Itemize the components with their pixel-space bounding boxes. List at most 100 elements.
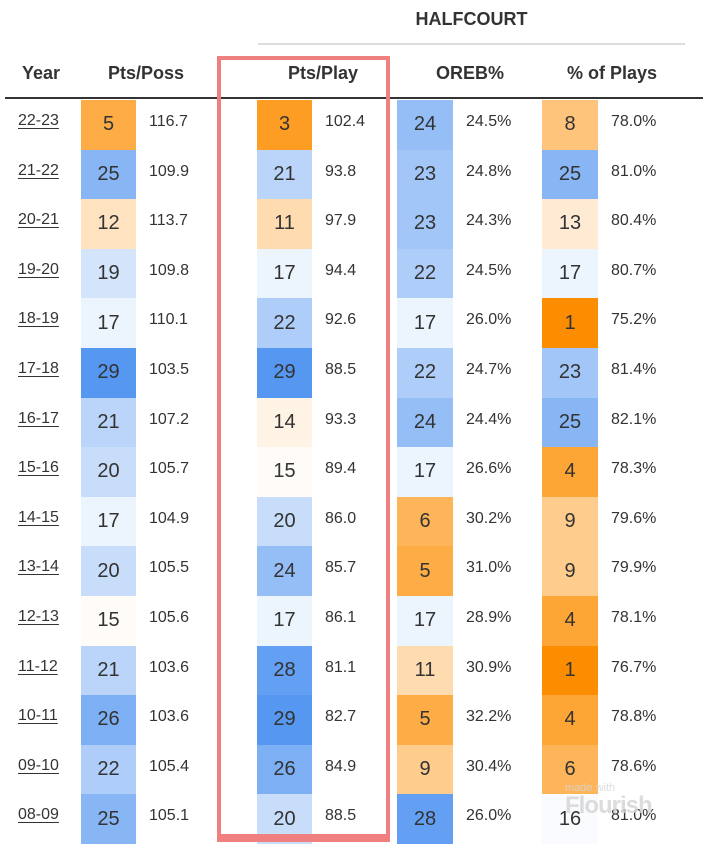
pct-plays-rank-cell: 4: [542, 447, 598, 497]
pts-play-rank-cell: 22: [257, 298, 312, 348]
pts-play-rank-cell: 21: [257, 149, 312, 200]
oreb-value: 24.8%: [466, 162, 512, 180]
oreb-rank-cell: 28: [397, 794, 453, 844]
pts-play-value: 97.9: [325, 212, 357, 230]
oreb-value: 24.5%: [466, 261, 512, 279]
pts-poss-rank-cell: 25: [81, 149, 136, 200]
year-link[interactable]: 11-12: [18, 657, 58, 675]
table-body: 22-23 5 116.7 3 102.4 24 24.5% 8 78.0% 21-22 25 109…: [0, 100, 703, 844]
year-link[interactable]: 22-23: [18, 112, 59, 129]
year-link[interactable]: 08-09: [18, 806, 59, 824]
pts-poss-value: 104.9: [149, 509, 190, 527]
table-row: 11-12 21 103.6 28 81.1 11 30.9% 1 76.7%: [0, 645, 703, 696]
table-row: 21-22 25 109.9 21 93.8 23 24.8% 25 81.0%: [0, 149, 703, 200]
oreb-value: 24.5%: [466, 113, 512, 130]
oreb-value: 26.6%: [466, 460, 512, 478]
oreb-rank-cell: 6: [397, 496, 453, 547]
year-link[interactable]: 15-16: [18, 459, 59, 477]
oreb-value: 30.4%: [466, 757, 512, 775]
pts-play-rank-cell: 14: [257, 397, 312, 448]
oreb-value: 28.9%: [466, 608, 512, 626]
oreb-value: 24.4%: [466, 410, 512, 428]
oreb-rank-cell: 17: [397, 595, 453, 646]
oreb-rank-cell: 24: [397, 100, 453, 150]
table-row: 15-16 20 105.7 15 89.4 17 26.6% 4 78.3%: [0, 447, 703, 497]
pts-poss-rank-cell: 26: [81, 695, 136, 745]
pts-poss-rank-cell: 15: [81, 595, 136, 646]
year-link[interactable]: 14-15: [18, 508, 59, 526]
year-link[interactable]: 20-21: [18, 211, 59, 229]
pts-play-value: 82.7: [325, 708, 357, 726]
table-row: 09-10 22 105.4 26 84.9 9 30.4% 6 78.6%: [0, 744, 703, 795]
pct-plays-rank-cell: 9: [542, 546, 598, 596]
year-link[interactable]: 10-11: [18, 707, 58, 725]
oreb-rank-cell: 22: [397, 248, 453, 299]
oreb-value: 30.9%: [466, 658, 512, 676]
table-row: 08-09 25 105.1 20 88.5 28 26.0% 16 81.0%: [0, 794, 703, 844]
pct-plays-value: 78.3%: [611, 460, 657, 478]
pct-plays-value: 78.0%: [611, 113, 657, 130]
pts-play-rank-cell: 15: [257, 447, 312, 497]
pts-play-value: 89.4: [325, 460, 357, 478]
group-title-halfcourt: HALFCOURT: [415, 9, 528, 29]
pts-play-rank-cell: 3: [257, 100, 312, 150]
table-row: 12-13 15 105.6 17 86.1 17 28.9% 4 78.1%: [0, 595, 703, 646]
column-header-pts-play: Pts/Play: [288, 63, 359, 83]
year-link[interactable]: 18-19: [18, 310, 59, 328]
pts-poss-rank-cell: 29: [81, 347, 136, 398]
pts-play-rank-cell: 29: [257, 695, 312, 745]
watermark-line1: made with: [565, 782, 616, 794]
column-header-pct-plays: % of Plays: [567, 63, 658, 83]
year-link[interactable]: 16-17: [18, 409, 59, 427]
oreb-rank-cell: 23: [397, 199, 453, 249]
pct-plays-rank-cell: 6: [542, 744, 598, 795]
pts-play-value: 85.7: [325, 559, 357, 577]
oreb-value: 30.2%: [466, 509, 512, 527]
year-link[interactable]: 17-18: [18, 359, 59, 377]
year-link[interactable]: 12-13: [18, 607, 59, 625]
pts-poss-value: 113.7: [149, 212, 188, 230]
pct-plays-value: 79.6%: [611, 509, 657, 527]
pts-poss-rank-cell: 20: [81, 447, 136, 497]
pts-play-rank-cell: 20: [257, 794, 312, 844]
pts-poss-value: 107.2: [149, 410, 190, 428]
group-header-underline: [258, 43, 685, 45]
pts-poss-value: 109.9: [149, 162, 190, 180]
pts-poss-value: 103.5: [149, 360, 190, 378]
pts-play-rank-cell: 26: [257, 744, 312, 795]
pts-poss-rank-cell: 20: [81, 546, 136, 596]
year-link[interactable]: 21-22: [18, 161, 59, 179]
pts-poss-value: 105.6: [149, 608, 190, 626]
pct-plays-rank-cell: 9: [542, 496, 598, 547]
pct-plays-value: 81.4%: [611, 360, 657, 378]
oreb-rank-cell: 22: [397, 347, 453, 398]
header-rule: [5, 97, 703, 99]
oreb-rank-cell: 17: [397, 298, 453, 348]
watermark-line2: Flourish: [565, 792, 653, 819]
oreb-value: 26.0%: [466, 311, 512, 329]
oreb-value: 24.7%: [466, 360, 512, 378]
pts-poss-rank-cell: 17: [81, 298, 136, 348]
pct-plays-rank-cell: 1: [542, 298, 598, 348]
pts-poss-rank-cell: 19: [81, 248, 136, 299]
pct-plays-value: 78.8%: [611, 708, 657, 726]
table-row: 18-19 17 110.1 22 92.6 17 26.0% 1 75.2%: [0, 298, 703, 348]
pts-poss-value: 109.8: [149, 261, 190, 279]
pts-play-rank-cell: 17: [257, 595, 312, 646]
oreb-rank-cell: 5: [397, 695, 453, 745]
year-link[interactable]: 13-14: [18, 558, 59, 576]
pts-play-rank-cell: 28: [257, 645, 312, 696]
pct-plays-rank-cell: 25: [542, 397, 598, 448]
year-link[interactable]: 19-20: [18, 260, 59, 278]
pts-play-value: 94.4: [325, 261, 357, 279]
year-link[interactable]: 09-10: [18, 756, 59, 774]
pts-play-rank-cell: 11: [257, 199, 312, 249]
oreb-rank-cell: 9: [397, 744, 453, 795]
pts-play-value: 93.8: [325, 162, 357, 180]
table-row: 20-21 12 113.7 11 97.9 23 24.3% 13 80.4%: [0, 199, 703, 249]
pts-play-value: 102.4: [325, 113, 366, 130]
pts-play-value: 92.6: [325, 311, 357, 329]
pct-plays-rank-cell: 1: [542, 645, 598, 696]
pts-play-rank-cell: 17: [257, 248, 312, 299]
pct-plays-rank-cell: 8: [542, 100, 598, 150]
